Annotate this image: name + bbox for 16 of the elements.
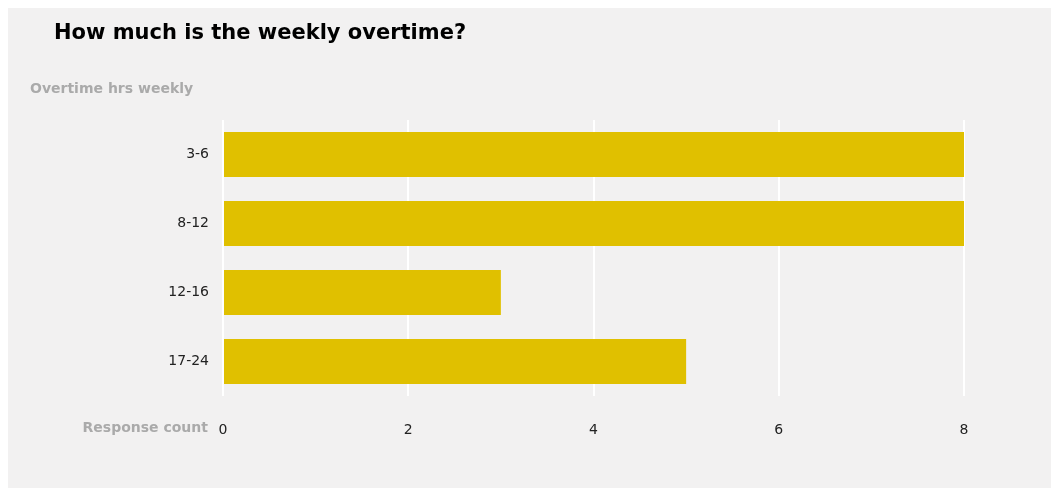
x-tick-label: 2	[403, 421, 413, 438]
x-tick-label: 8	[959, 421, 969, 438]
y-tick-label: 8-12	[177, 214, 209, 231]
y-tick-label: 3-6	[186, 145, 210, 162]
bar	[224, 270, 501, 315]
chart-title: How much is the weekly overtime?	[54, 20, 467, 44]
x-tick-label: 0	[218, 421, 228, 438]
bar	[224, 201, 964, 246]
x-tick-label: 6	[774, 421, 784, 438]
x-tick-label: 4	[589, 421, 599, 438]
y-tick-label: 12-16	[168, 283, 210, 300]
x-axis-title: Response count	[82, 419, 208, 435]
y-axis-title: Overtime hrs weekly	[30, 80, 194, 96]
bar	[224, 132, 964, 177]
y-tick-label: 17-24	[168, 352, 210, 369]
bar	[224, 339, 687, 384]
